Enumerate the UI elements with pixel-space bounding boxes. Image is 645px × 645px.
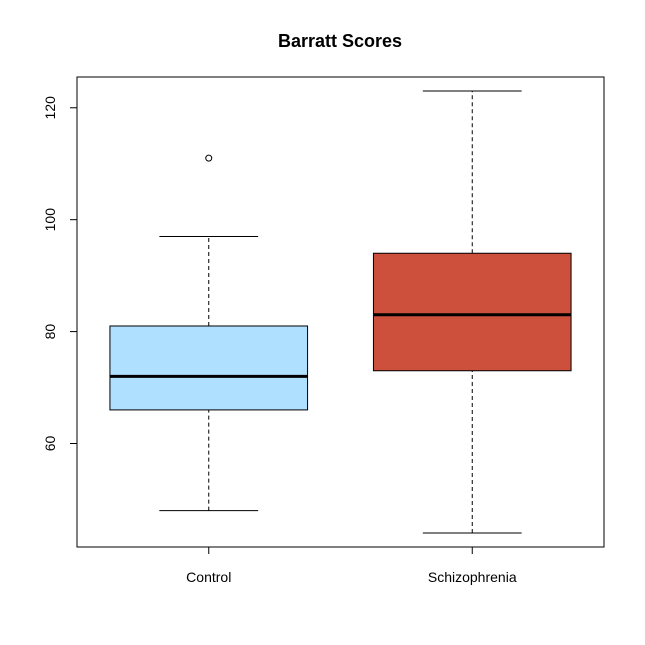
y-tick-label: 120 (42, 96, 58, 120)
x-tick-label: Control (186, 569, 231, 585)
box-schizophrenia (372, 90, 572, 534)
y-tick-label: 80 (42, 324, 58, 340)
outlier-point (205, 154, 213, 162)
chart-title: Barratt Scores (278, 31, 402, 51)
box-control (109, 154, 309, 512)
x-axis: Control Schizophrenia (186, 546, 517, 585)
iqr-box (372, 252, 572, 372)
iqr-box (109, 325, 309, 411)
y-tick-label: 60 (42, 435, 58, 451)
x-tick-label: Schizophrenia (428, 569, 517, 585)
y-tick-label: 100 (42, 208, 58, 232)
y-axis: 60 80 100 120 (42, 96, 78, 451)
boxes (109, 90, 572, 534)
